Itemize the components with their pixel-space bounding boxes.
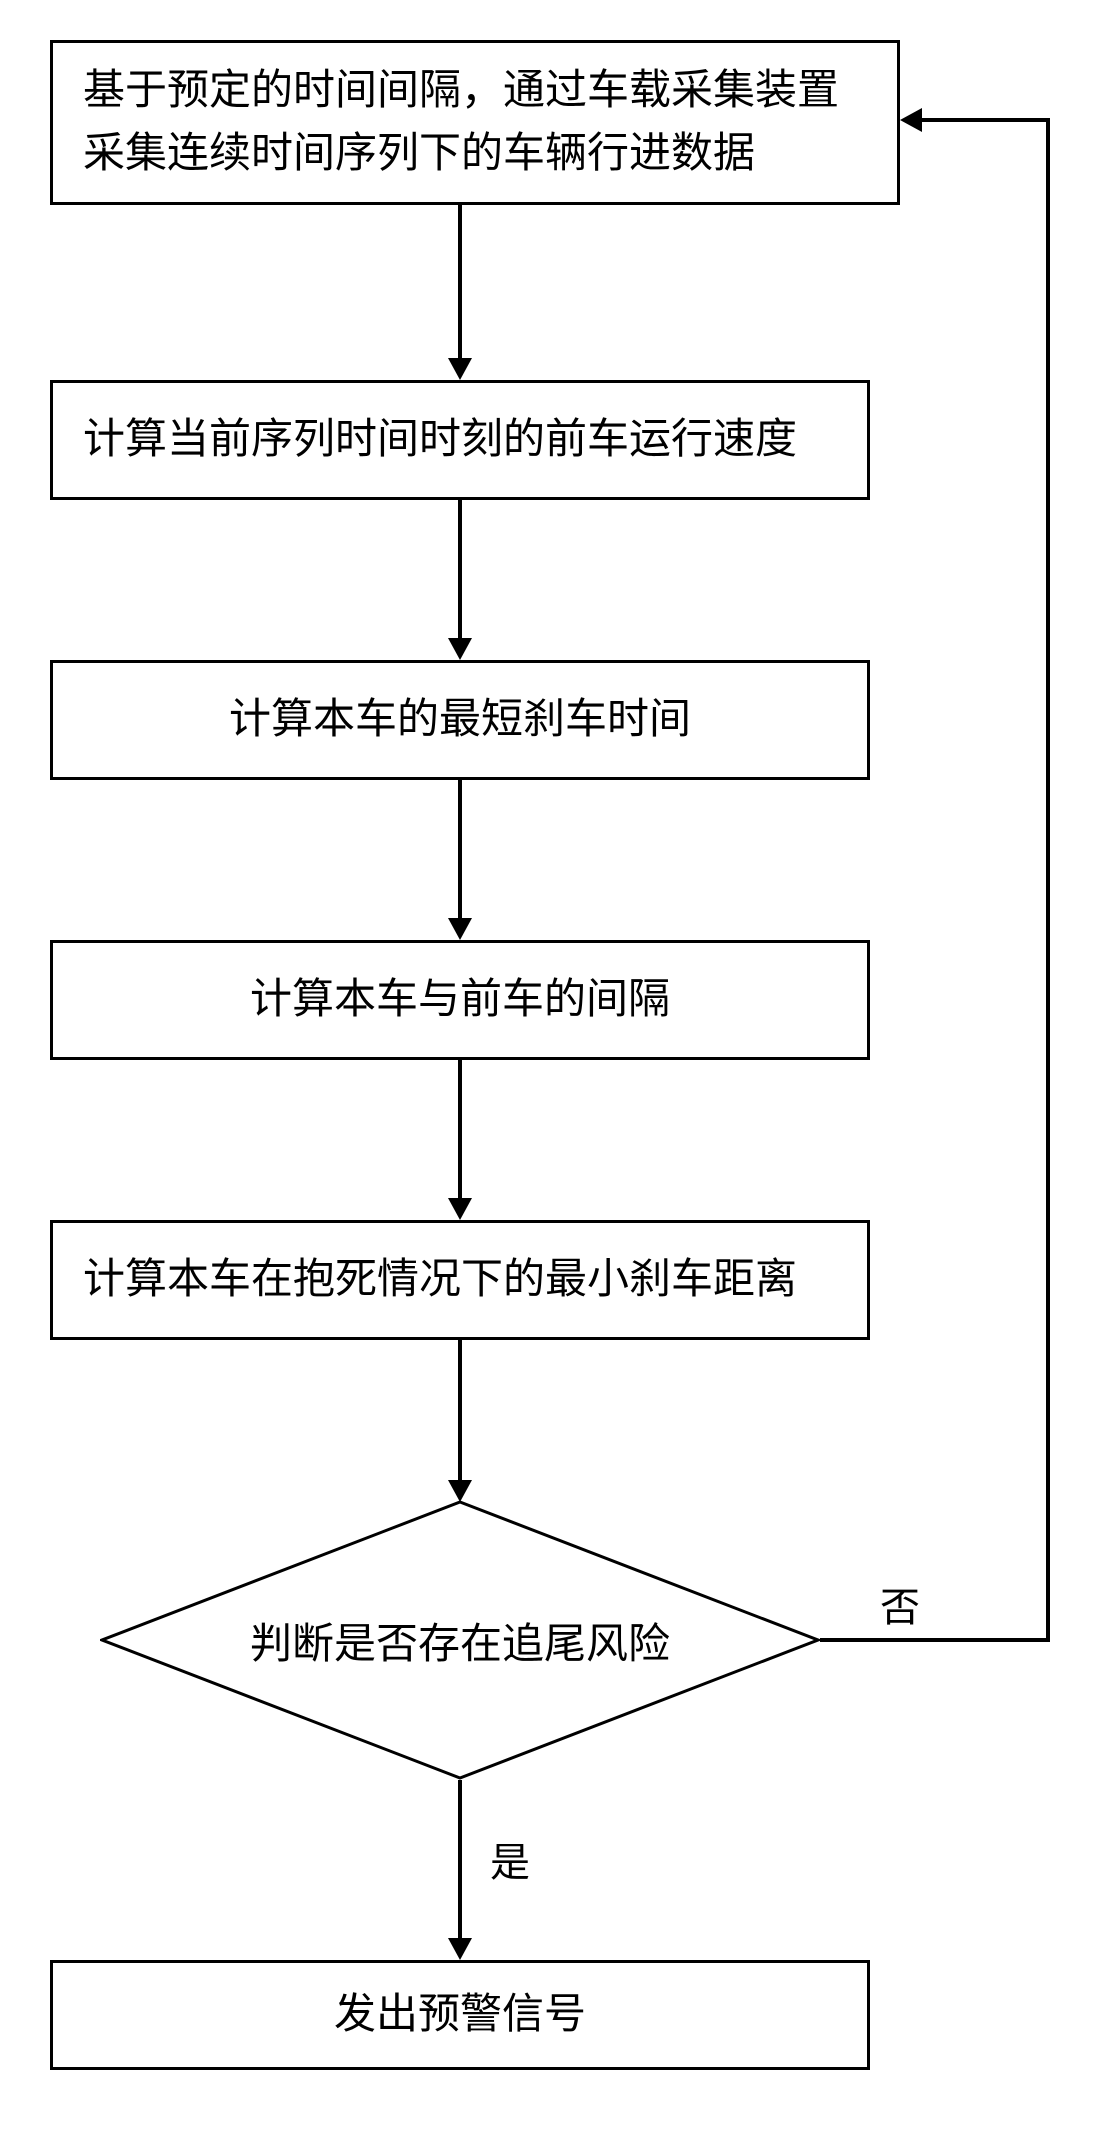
flow-step-min-brake-distance: 计算本车在抱死情况下的最小刹车距离 xyxy=(50,1220,870,1340)
flow-arrow-head xyxy=(448,1198,472,1220)
flow-arrow-yes xyxy=(458,1780,462,1938)
flow-arrow-no-h1 xyxy=(820,1638,1050,1642)
flow-step-text: 计算当前序列时间时刻的前车运行速度 xyxy=(83,409,837,472)
flow-step-text: 发出预警信号 xyxy=(83,1984,837,2047)
flow-arrow-no-h2 xyxy=(922,118,1050,122)
flow-step-gap: 计算本车与前车的间隔 xyxy=(50,940,870,1060)
flow-arrow-head xyxy=(448,358,472,380)
flow-arrow-head xyxy=(448,638,472,660)
flow-step-text: 计算本车的最短刹车时间 xyxy=(83,689,837,752)
flow-step-front-speed: 计算当前序列时间时刻的前车运行速度 xyxy=(50,380,870,500)
flow-arrow xyxy=(458,500,462,638)
flow-arrow-head xyxy=(448,1938,472,1960)
branch-label-yes: 是 xyxy=(490,1830,530,1888)
flow-arrow xyxy=(458,1340,462,1480)
flow-arrow xyxy=(458,780,462,918)
flow-decision-rear-end-risk: 判断是否存在追尾风险 xyxy=(100,1500,820,1780)
flow-arrow xyxy=(458,205,462,358)
flow-decision-text: 判断是否存在追尾风险 xyxy=(250,1610,670,1671)
flow-arrow-head xyxy=(448,918,472,940)
flow-arrow xyxy=(458,1060,462,1198)
flow-step-alert: 发出预警信号 xyxy=(50,1960,870,2070)
flow-step-text: 基于预定的时间间隔，通过车载采集装置采集连续时间序列下的车辆行进数据 xyxy=(83,60,867,186)
branch-label-no: 否 xyxy=(880,1575,920,1633)
flow-step-brake-time: 计算本车的最短刹车时间 xyxy=(50,660,870,780)
flow-arrow-head xyxy=(448,1480,472,1502)
flow-arrow-head-left xyxy=(900,108,922,132)
flow-step-text: 计算本车与前车的间隔 xyxy=(83,969,837,1032)
flow-step-text: 计算本车在抱死情况下的最小刹车距离 xyxy=(83,1249,837,1312)
flow-arrow-no-v xyxy=(1046,120,1050,1642)
flow-step-collect-data: 基于预定的时间间隔，通过车载采集装置采集连续时间序列下的车辆行进数据 xyxy=(50,40,900,205)
